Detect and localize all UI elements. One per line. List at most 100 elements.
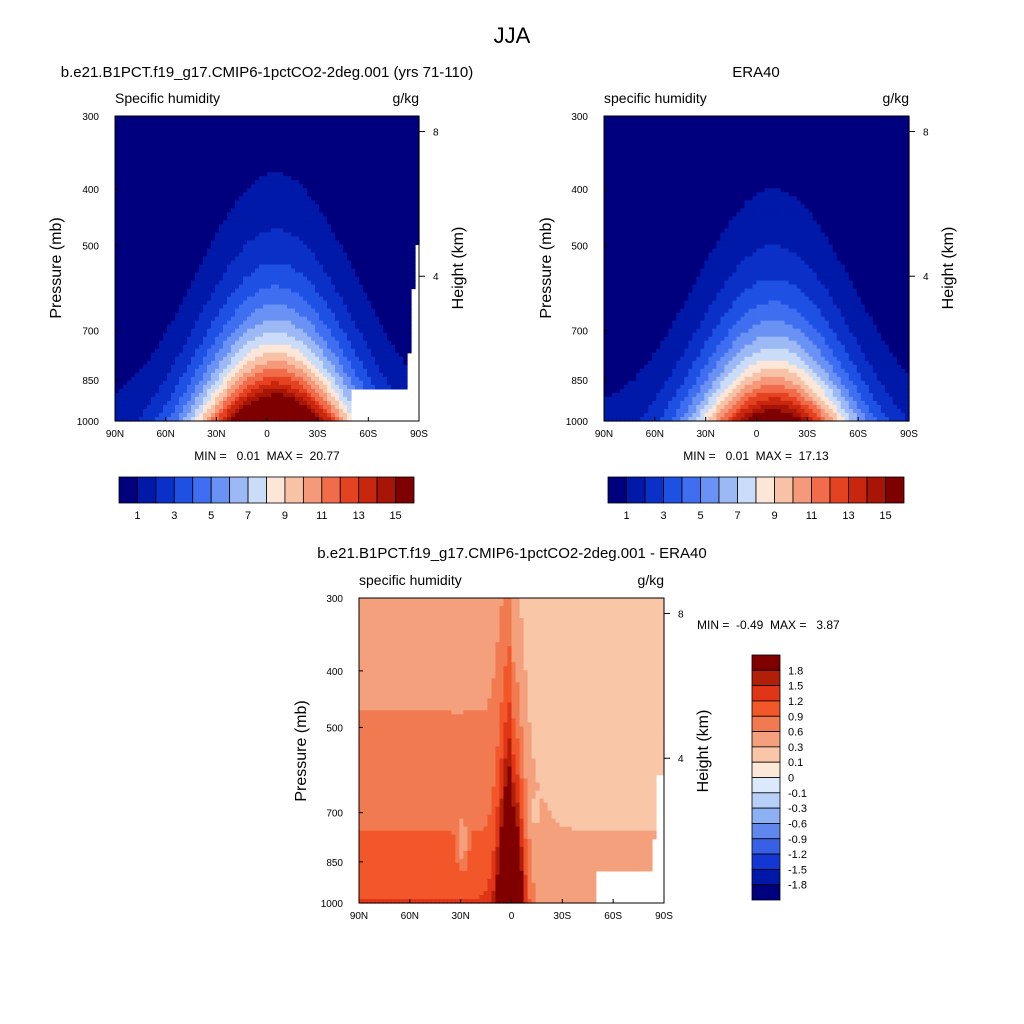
contour-cell — [283, 128, 288, 133]
contour-cell — [243, 304, 248, 310]
contour-cell — [119, 124, 124, 129]
contour-cell — [127, 248, 132, 254]
contour-cell — [235, 188, 240, 193]
contour-cell — [183, 324, 188, 330]
contour-cell — [183, 256, 188, 262]
contour-cell — [371, 316, 376, 322]
contour-cell — [163, 372, 168, 378]
contour-cell — [187, 336, 192, 342]
contour-cell — [199, 124, 204, 129]
contour-cell — [407, 116, 412, 121]
contour-cell — [207, 296, 212, 302]
contour-cell — [411, 216, 416, 221]
contour-cell — [167, 124, 172, 129]
contour-cell — [323, 288, 328, 294]
contour-cell — [139, 376, 144, 382]
contour-cell — [203, 316, 208, 322]
contour-cell — [131, 348, 136, 354]
contour-cell — [379, 376, 384, 382]
contour-cell — [115, 332, 120, 338]
contour-cell — [375, 280, 380, 286]
contour-cell — [355, 172, 360, 177]
contour-cell — [287, 368, 292, 374]
contour-cell — [259, 244, 264, 250]
contour-cell — [363, 188, 368, 193]
contour-cell — [347, 140, 352, 145]
contour-cell — [331, 304, 336, 310]
contour-cell — [227, 296, 232, 302]
contour-cell — [199, 244, 204, 250]
contour-cell — [383, 348, 388, 354]
contour-cell — [147, 136, 152, 141]
contour-cell — [155, 312, 160, 318]
contour-cell — [375, 164, 380, 169]
contour-cell — [403, 332, 408, 338]
contour-cell — [207, 184, 212, 189]
contour-cell — [219, 296, 224, 302]
contour-cell — [243, 372, 248, 378]
contour-cell — [299, 300, 304, 306]
contour-cell — [159, 196, 164, 201]
contour-cell — [327, 328, 332, 334]
contour-cell — [215, 184, 220, 189]
contour-cell — [163, 216, 168, 221]
contour-cell — [375, 136, 380, 141]
contour-cell — [259, 352, 264, 358]
contour-cell — [195, 272, 200, 278]
contour-cell — [391, 328, 396, 334]
contour-cell — [235, 128, 240, 133]
contour-cell — [135, 216, 140, 221]
contour-cell — [335, 340, 340, 346]
contour-cell — [383, 364, 388, 370]
contour-cell — [375, 332, 380, 338]
contour-cell — [211, 156, 216, 161]
contour-cell — [227, 180, 232, 185]
contour-cell — [359, 168, 364, 173]
contour-cell — [227, 328, 232, 334]
contour-cell — [147, 268, 152, 274]
contour-cell — [179, 156, 184, 161]
contour-cell — [375, 320, 380, 326]
contour-cell — [223, 204, 228, 209]
contour-cell — [287, 248, 292, 254]
contour-cell — [331, 356, 336, 362]
contour-cell — [351, 176, 356, 181]
contour-cell — [251, 224, 256, 229]
contour-cell — [375, 200, 380, 205]
contour-cell — [179, 280, 184, 286]
contour-cell — [379, 320, 384, 326]
contour-cell — [167, 232, 172, 237]
contour-cell — [331, 164, 336, 169]
contour-cell — [351, 300, 356, 306]
contour-cell — [271, 216, 276, 221]
contour-cell — [351, 264, 356, 270]
contour-cell — [275, 296, 280, 302]
contour-cell — [187, 280, 192, 286]
contour-cell — [179, 328, 184, 334]
contour-cell — [215, 188, 220, 193]
contour-cell — [115, 164, 120, 169]
contour-cell — [279, 136, 284, 141]
contour-cell — [155, 172, 160, 177]
contour-cell — [139, 340, 144, 346]
contour-cell — [291, 132, 296, 137]
contour-cell — [219, 212, 224, 217]
contour-cell — [267, 368, 272, 374]
contour-cell — [331, 116, 336, 121]
contour-cell — [351, 288, 356, 294]
contour-cell — [171, 244, 176, 250]
contour-cell — [379, 220, 384, 225]
contour-cell — [167, 284, 172, 290]
contour-cell — [271, 236, 276, 241]
contour-cell — [167, 132, 172, 137]
contour-cell — [155, 296, 160, 302]
contour-cell — [311, 136, 316, 141]
contour-cell — [207, 336, 212, 342]
contour-cell — [371, 256, 376, 262]
contour-cell — [183, 340, 188, 346]
contour-cell — [343, 144, 348, 149]
contour-cell — [275, 268, 280, 274]
contour-cell — [219, 276, 224, 282]
contour-cell — [239, 172, 244, 177]
contour-cell — [251, 260, 256, 266]
